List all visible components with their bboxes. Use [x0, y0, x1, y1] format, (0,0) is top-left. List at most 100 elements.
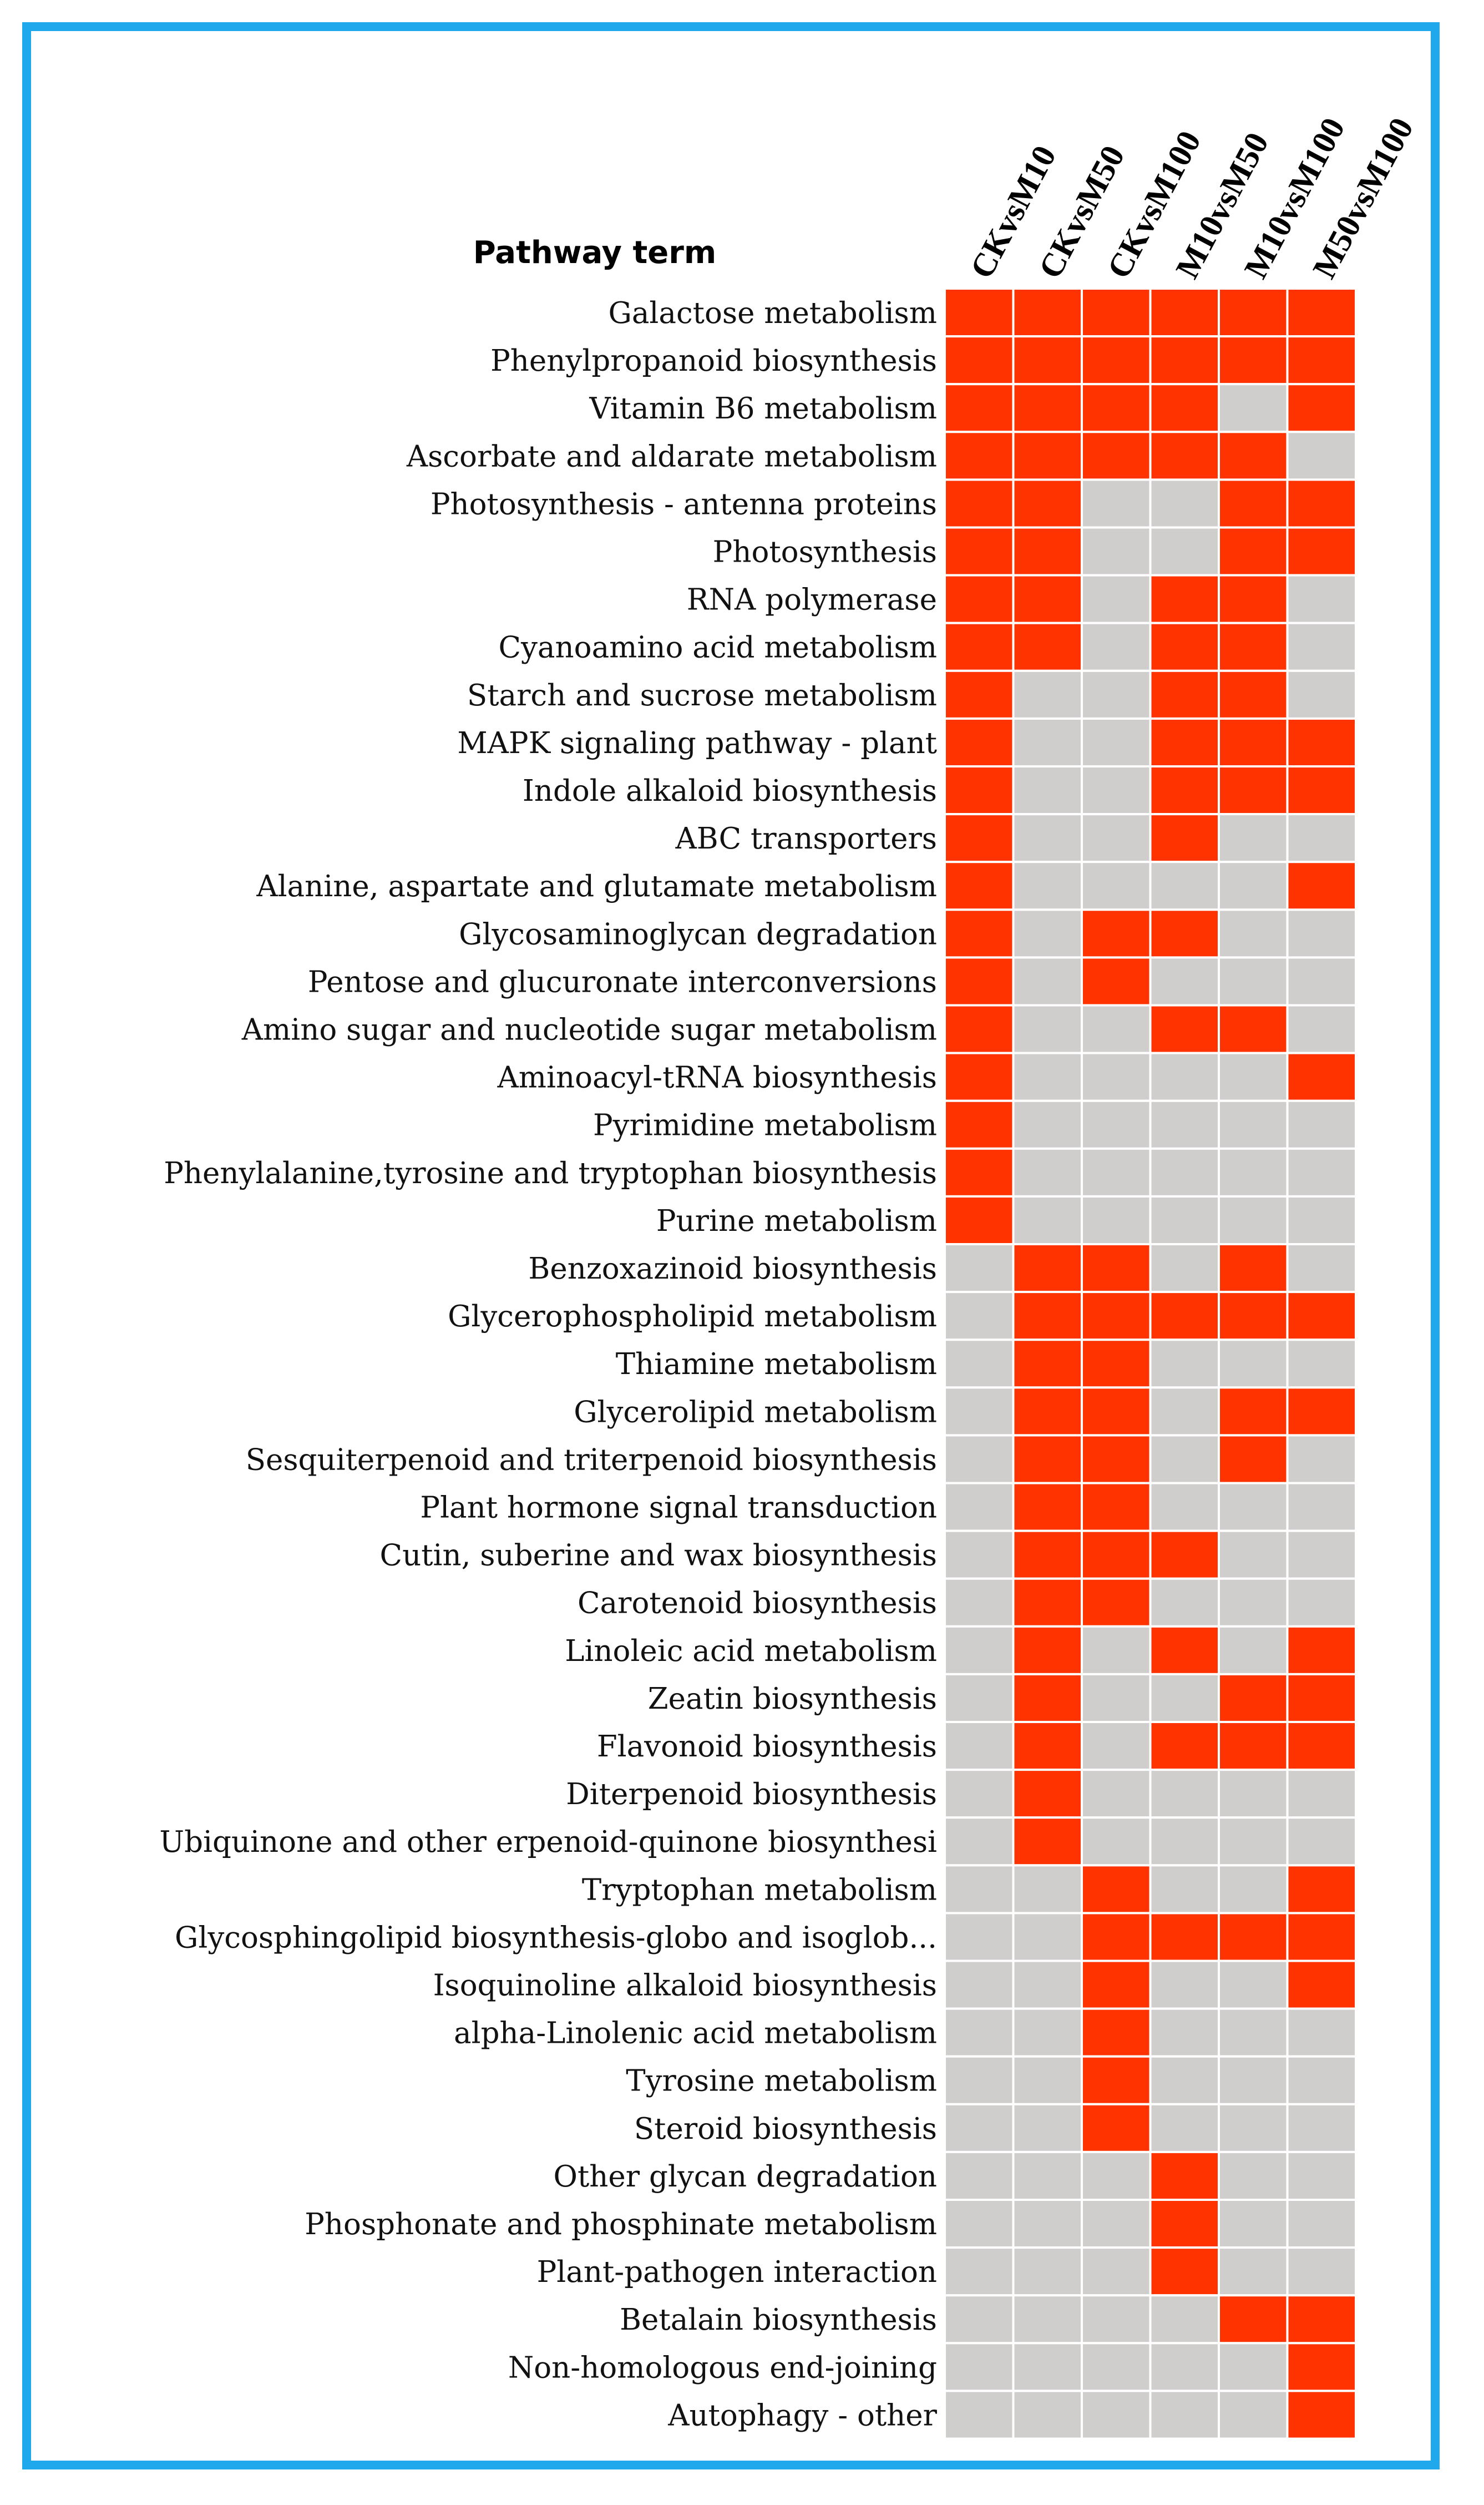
heatmap-cell: [1149, 287, 1220, 338]
heatmap-cell: [1149, 717, 1220, 768]
heatmap-cell: [1286, 335, 1357, 386]
row-label: Carotenoid biosynthesis: [578, 1587, 937, 1620]
heatmap-cell: [1149, 669, 1220, 720]
heatmap-cell: [1081, 1339, 1152, 1389]
heatmap-cell: [1081, 765, 1152, 816]
heatmap-cell: [944, 1243, 1015, 1294]
heatmap-cell: [1081, 478, 1152, 529]
heatmap-cell: [1218, 1529, 1289, 1580]
heatmap-cell: [1149, 2007, 1220, 2058]
heatmap-cell: [1012, 2294, 1083, 2345]
heatmap-cell: [1081, 1482, 1152, 1532]
heatmap-cell: [1218, 478, 1289, 529]
row-label: Photosynthesis - antenna proteins: [430, 487, 937, 521]
row-label: Ubiquinone and other erpenoid-quinone bi…: [159, 1825, 937, 1859]
heatmap-cell: [1081, 1721, 1152, 1771]
heatmap-cell: [1218, 2007, 1289, 2058]
heatmap-cell: [1218, 2294, 1289, 2345]
row-label: Phosphonate and phosphinate metabolism: [305, 2208, 937, 2241]
heatmap-cell: [1286, 1243, 1357, 1294]
row-label: MAPK signaling pathway - plant: [457, 726, 937, 760]
heatmap-cell: [944, 1434, 1015, 1484]
heatmap-cell: [1218, 1769, 1289, 1819]
row-label: Cyanoamino acid metabolism: [498, 631, 937, 665]
heatmap-cell: [1081, 1816, 1152, 1867]
heatmap-cell: [1012, 1099, 1083, 1150]
heatmap-cell: [1218, 574, 1289, 624]
heatmap-cell: [1081, 335, 1152, 386]
heatmap-cell: [1012, 622, 1083, 672]
row-label: Pentose and glucuronate interconversions: [308, 965, 937, 999]
heatmap-cell: [1012, 1386, 1083, 1437]
row-label: Thiamine metabolism: [616, 1347, 937, 1381]
heatmap-cell: [1286, 669, 1357, 720]
heatmap-cell: [1149, 1386, 1220, 1437]
heatmap-cell: [1012, 2390, 1083, 2440]
heatmap-cell: [1012, 1816, 1083, 1867]
heatmap-cell: [1081, 813, 1152, 863]
heatmap-cell: [1286, 908, 1357, 959]
row-label: Betalain biosynthesis: [620, 2303, 937, 2337]
heatmap-cell: [1149, 2103, 1220, 2153]
heatmap-cell: [1286, 2294, 1357, 2345]
heatmap-cell: [944, 2199, 1015, 2249]
heatmap-cell: [1218, 335, 1289, 386]
heatmap-cell: [944, 1577, 1015, 1628]
heatmap-cell: [944, 1291, 1015, 1341]
heatmap-cell: [1286, 1912, 1357, 1962]
row-label: Starch and sucrose metabolism: [467, 679, 937, 713]
heatmap-cell: [944, 813, 1015, 863]
heatmap-cell: [1081, 1147, 1152, 1198]
heatmap-cell: [1012, 717, 1083, 768]
heatmap-cell: [1012, 1052, 1083, 1102]
heatmap-cell: [1149, 1434, 1220, 1484]
heatmap-cell: [1012, 1147, 1083, 1198]
row-label: Zeatin biosynthesis: [648, 1682, 937, 1716]
heatmap-cell: [1149, 2246, 1220, 2297]
heatmap-cell: [1218, 1912, 1289, 1962]
row-label: Non-homologous end-joining: [508, 2351, 937, 2385]
heatmap-cell: [1286, 1625, 1357, 1675]
heatmap-cell: [1012, 1673, 1083, 1723]
row-label: Isoquinoline alkaloid biosynthesis: [433, 1968, 937, 2002]
heatmap-cell: [1012, 1339, 1083, 1389]
heatmap-cell: [1218, 2150, 1289, 2201]
heatmap-cell: [1218, 765, 1289, 816]
heatmap-cell: [1286, 717, 1357, 768]
heatmap-cell: [1012, 574, 1083, 624]
heatmap-cell: [1149, 1769, 1220, 1819]
row-label: Ascorbate and aldarate metabolism: [406, 440, 937, 473]
row-label: Steroid biosynthesis: [634, 2112, 937, 2146]
heatmap-cell: [1149, 1004, 1220, 1054]
heatmap-cell: [1012, 1243, 1083, 1294]
heatmap-cell: [1286, 1959, 1357, 2010]
heatmap-cell: [1012, 1434, 1083, 1484]
heatmap-cell: [944, 1529, 1015, 1580]
heatmap-cell: [1286, 431, 1357, 481]
row-label: alpha-Linolenic acid metabolism: [454, 2017, 937, 2051]
heatmap-cell: [1149, 1912, 1220, 1962]
heatmap-cell: [1218, 1004, 1289, 1054]
heatmap-cell: [1081, 861, 1152, 911]
heatmap-cell: [1218, 1721, 1289, 1771]
heatmap-cell: [1012, 1912, 1083, 1962]
heatmap-cell: [1081, 1291, 1152, 1341]
heatmap-cell: [1012, 813, 1083, 863]
row-label: Glycosaminoglycan degradation: [459, 917, 937, 951]
row-label: Plant-pathogen interaction: [537, 2255, 937, 2289]
heatmap-cell: [944, 1959, 1015, 2010]
heatmap-cell: [1218, 717, 1289, 768]
heatmap-cell: [1081, 1004, 1152, 1054]
heatmap-cell: [1218, 1625, 1289, 1675]
heatmap-cell: [944, 1482, 1015, 1532]
heatmap-cell: [1149, 622, 1220, 672]
heatmap-cell: [1286, 1577, 1357, 1628]
heatmap-cell: [944, 2103, 1015, 2153]
heatmap-cell: [1081, 1959, 1152, 2010]
heatmap-cell: [1218, 908, 1289, 959]
heatmap-cell: [1149, 861, 1220, 911]
heatmap-cell: [944, 1052, 1015, 1102]
heatmap-cell: [944, 1099, 1015, 1150]
heatmap-cell: [1081, 2103, 1152, 2153]
heatmap-cell: [1149, 1864, 1220, 1915]
